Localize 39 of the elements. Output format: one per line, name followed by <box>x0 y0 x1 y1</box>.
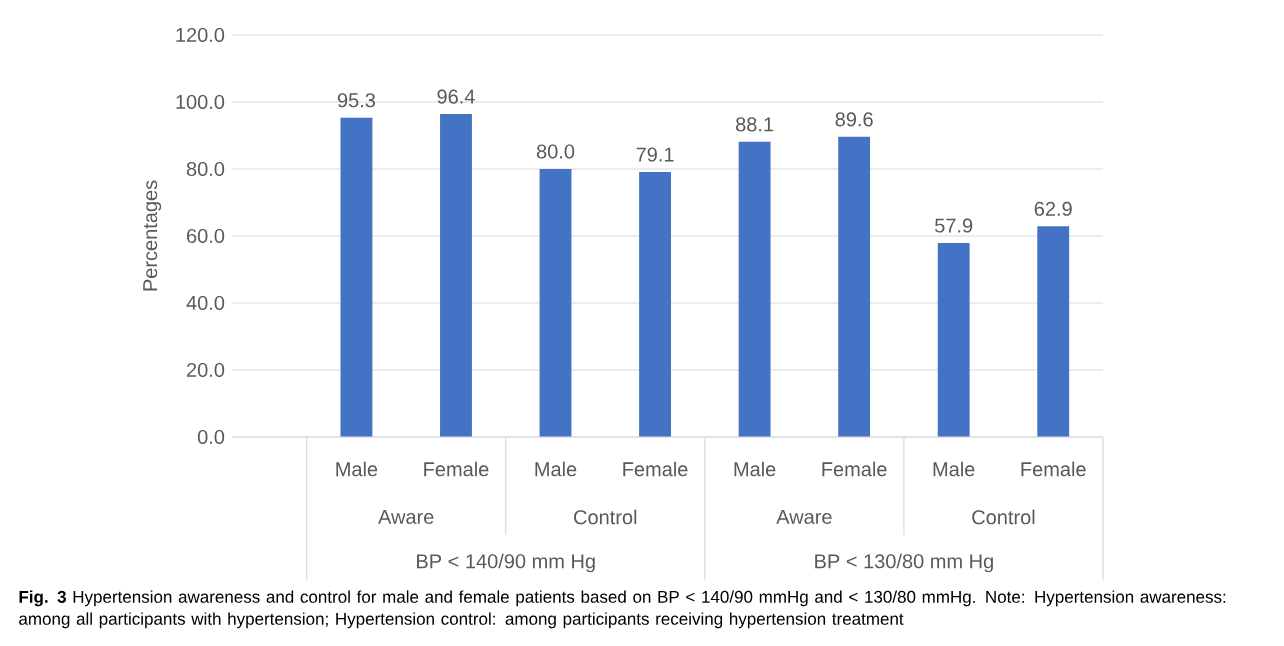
x-tick-label: Female <box>424 461 489 477</box>
text: BP < 140/90 mm Hg <box>417 553 595 573</box>
bar <box>738 141 771 437</box>
data-label: 95.3 <box>337 93 376 108</box>
x-tick-label: Female <box>822 461 887 477</box>
bar <box>639 172 671 437</box>
x-tick-label: Male <box>535 461 577 477</box>
bar <box>440 114 472 437</box>
bar <box>838 136 871 437</box>
y-tick-label: 40.0 <box>186 295 225 311</box>
x-tick-label: Male <box>336 461 378 477</box>
bar <box>340 117 373 437</box>
data-label: 80.0 <box>536 144 575 159</box>
data-label: 57.9 <box>935 218 973 233</box>
text: Control <box>972 509 1035 525</box>
bar <box>1037 226 1070 437</box>
text: Fig. 3 Hypertension awareness and control for male and female patients based on BP < 140/90 mmHg and < 130/80 mmHg. Note: Hypertension awareness: among all participants with hypertension; Hypertension control: among participants receiving hypertension treatment <box>19 590 1226 629</box>
x-tick-label: Female <box>623 461 688 477</box>
bar <box>937 243 970 437</box>
x-tick-label: Female <box>1021 461 1086 477</box>
y-tick-label: 100.0 <box>176 94 225 110</box>
data-label: 62.9 <box>1034 201 1072 216</box>
bar <box>539 168 572 437</box>
text: Aware <box>378 510 434 524</box>
y-tick-label: 20.0 <box>187 362 225 378</box>
x-tick-label: Male <box>933 461 975 477</box>
text: BP < 130/80 mm Hg <box>815 553 993 573</box>
y-tick-label: 60.0 <box>187 228 225 244</box>
data-label: 88.1 <box>736 117 774 132</box>
data-label: 89.6 <box>835 112 873 127</box>
text: Aware <box>776 510 832 524</box>
data-label: 79.1 <box>636 147 674 162</box>
y-tick-label: 0.0 <box>197 429 225 445</box>
text: Control <box>574 509 637 525</box>
y-tick-label: 80.0 <box>186 161 225 177</box>
data-label: 96.4 <box>437 89 475 104</box>
y-axis-title: Percentages <box>143 180 162 291</box>
x-tick-label: Male <box>734 461 776 477</box>
y-tick-label: 120.0 <box>176 27 225 43</box>
